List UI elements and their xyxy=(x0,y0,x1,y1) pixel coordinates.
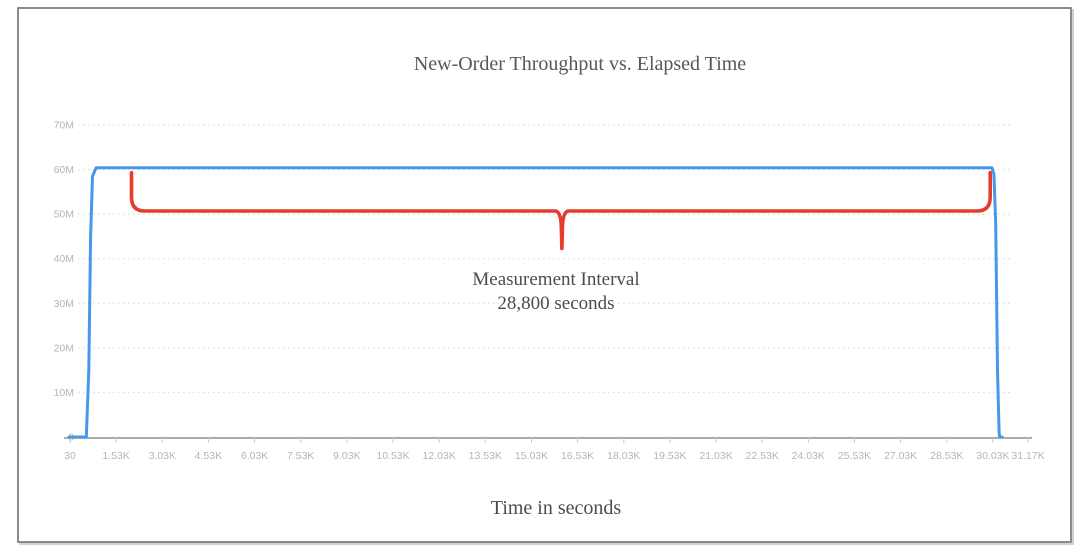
x-tick-label: 31.17K xyxy=(1011,450,1044,462)
y-tick-label: 50M xyxy=(54,209,74,221)
x-tick-label: 13.53K xyxy=(469,450,502,462)
annotation-line2: 28,800 seconds xyxy=(497,293,615,314)
x-tick-label: 19.53K xyxy=(653,450,686,462)
x-tick-label: 12.03K xyxy=(423,450,456,462)
x-tick-label: 9.03K xyxy=(333,450,360,462)
measurement-interval-brace xyxy=(129,170,992,251)
y-tick-label: 60M xyxy=(54,164,74,176)
x-tick-label: 15.03K xyxy=(515,450,548,462)
x-tick-label: 10.53K xyxy=(376,450,409,462)
x-tick-label: 6.03K xyxy=(241,450,268,462)
x-tick-label: 1.53K xyxy=(102,450,129,462)
x-tick-label: 3.03K xyxy=(149,450,176,462)
x-tick-label: 30 xyxy=(64,450,76,462)
x-tick-label: 24.03K xyxy=(792,450,825,462)
measurement-interval-annotation: Measurement Interval 28,800 seconds xyxy=(472,268,639,316)
throughput-line xyxy=(67,166,1004,439)
x-tick-label: 16.53K xyxy=(561,450,594,462)
y-tick-label: 20M xyxy=(54,342,74,354)
y-tick-label: 40M xyxy=(54,253,74,265)
x-tick-label: 4.53K xyxy=(195,450,222,462)
x-tick-label: 22.53K xyxy=(746,450,779,462)
chart-title: New-Order Throughput vs. Elapsed Time xyxy=(413,53,747,75)
x-tick-label: 25.53K xyxy=(838,450,871,462)
y-tick-label: 70M xyxy=(54,120,74,132)
x-axis-title: Time in seconds xyxy=(490,497,622,519)
x-tick-label: 21.03K xyxy=(699,450,732,462)
annotation-line1: Measurement Interval xyxy=(472,269,640,290)
x-tick-label: 27.03K xyxy=(884,450,917,462)
x-tick-label: 30.03K xyxy=(976,450,1009,462)
y-tick-label: 10M xyxy=(54,387,74,399)
x-tick-label: 7.53K xyxy=(287,450,314,462)
x-tick-label: 18.03K xyxy=(607,450,640,462)
x-tick-label: 28.53K xyxy=(930,450,963,462)
y-tick-label: 30M xyxy=(54,298,74,310)
